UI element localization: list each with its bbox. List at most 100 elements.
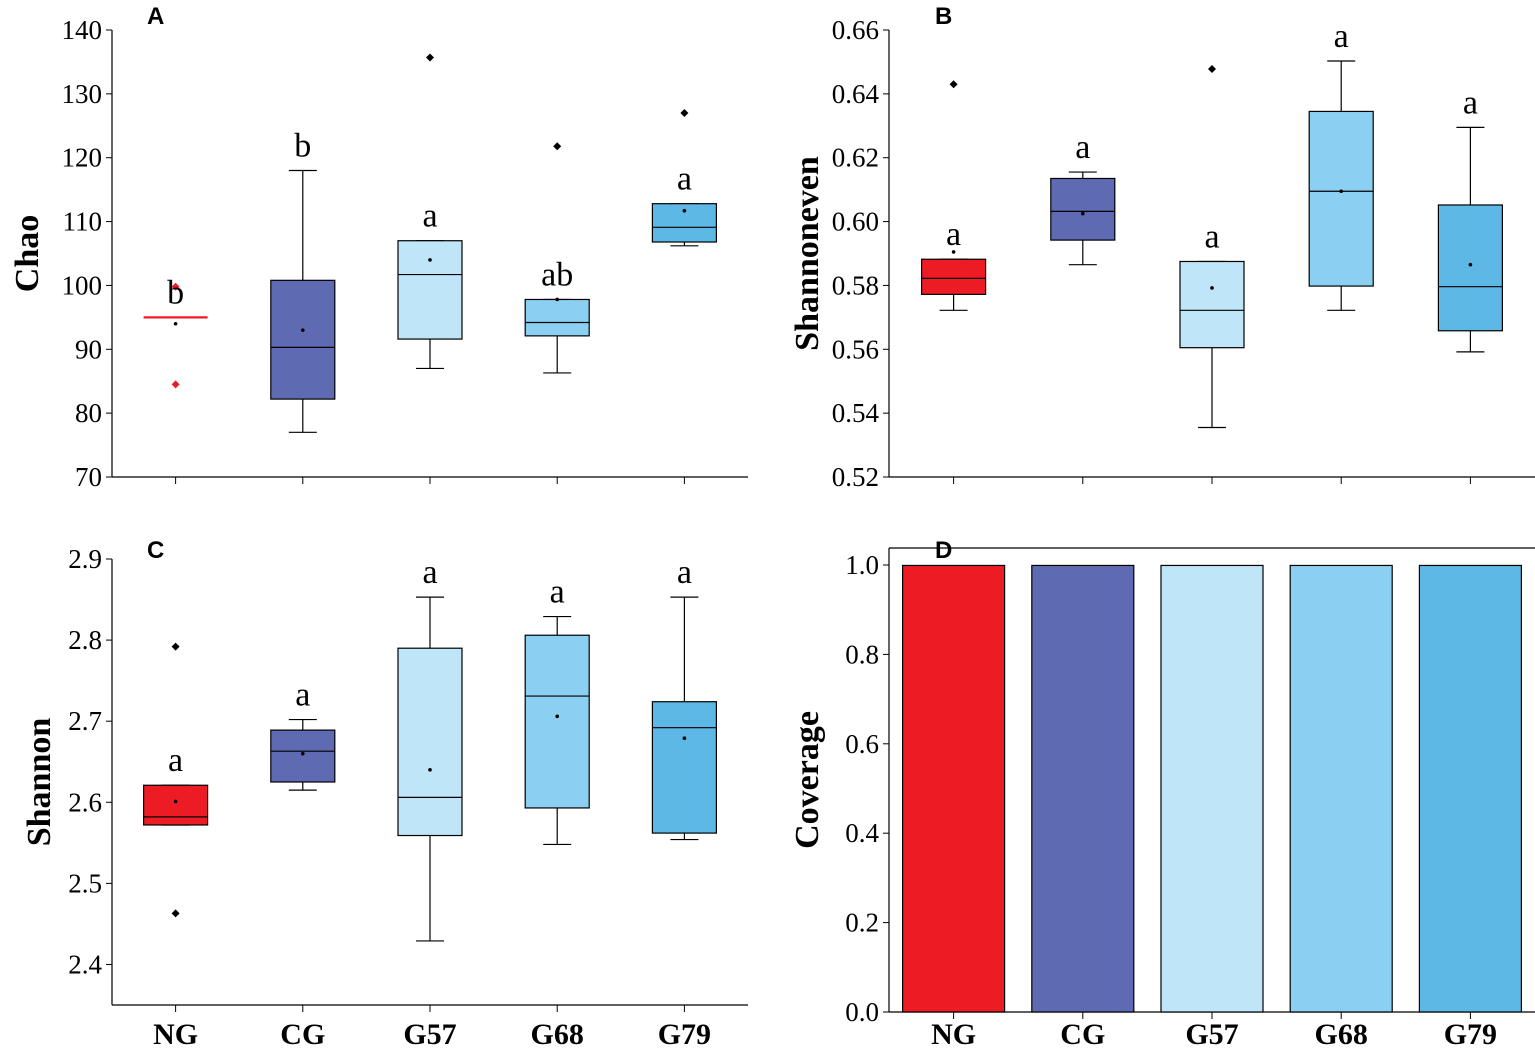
box-g57-body (397, 240, 463, 340)
box-g68-significance-letter: a (550, 574, 565, 611)
box-g68-mean (1339, 189, 1343, 194)
box-g57-mean (428, 768, 432, 772)
y-tick-label: 0.6 (845, 729, 879, 759)
box-cg-body (270, 279, 336, 400)
y-tick-label: 2.7 (68, 706, 102, 736)
y-tick-label: 0.58 (832, 270, 879, 300)
y-tick-label: 0.66 (832, 15, 879, 45)
y-tick-label: 140 (62, 15, 103, 45)
box-g68-body (524, 634, 590, 809)
panel-c-shannon: 2.4 2.5 2.6 2.7 2.8 2.9 NG CG G57 G68 G79 Shannon Ca… (21, 537, 748, 1049)
y-tick-label: 0.62 (832, 143, 879, 173)
y-tick-label: 0.56 (832, 334, 879, 364)
box-g57-mean (1210, 286, 1214, 290)
y-tick-label: 110 (63, 207, 103, 237)
box-ng-outlier (949, 80, 958, 89)
y-tick-label: 0.4 (845, 818, 879, 848)
y-tick-label: 100 (62, 270, 103, 300)
panel-label: B (935, 3, 952, 30)
box-cg-significance-letter: a (1075, 129, 1090, 166)
box-ng-outlier (171, 380, 180, 389)
y-axis-title: Shannon (21, 718, 58, 847)
box-cg-body (270, 729, 336, 783)
box-cg-significance-letter: a (295, 677, 310, 714)
box-g79-significance-letter: a (1463, 84, 1478, 121)
panel-b-shannoneven: 0.52 0.54 0.56 0.58 0.60 0.62 0.64 0.66 Shannone… (789, 3, 1535, 492)
x-tick-label-g68: G68 (1315, 1018, 1368, 1049)
panel-d-coverage: 0.0 0.2 0.4 0.6 0.8 1.0 NG CG G57 G68 G79 Coverage D (789, 537, 1535, 1049)
bar-g79 (1418, 564, 1523, 1013)
x-tick-label-g79: G79 (1444, 1018, 1497, 1049)
y-tick-label: 2.5 (68, 868, 102, 898)
y-tick-label: 0.0 (845, 997, 879, 1027)
box-cg-significance-letter: b (294, 127, 311, 164)
box-g57-mean (428, 258, 432, 262)
box-g57-body (397, 647, 463, 837)
y-tick-label: 2.6 (68, 787, 102, 817)
box-ng-significance-letter: a (168, 742, 183, 779)
y-tick-label: 0.2 (845, 908, 879, 938)
bar-g68 (1289, 564, 1393, 1013)
box-g79-outlier (680, 109, 689, 118)
box-g79-significance-letter: a (677, 554, 692, 591)
box-ng-outlier (171, 909, 180, 918)
y-tick-label: 80 (75, 398, 102, 428)
bar-g57 (1160, 564, 1264, 1013)
box-g57-significance-letter: a (422, 554, 437, 591)
box-ng-body (143, 784, 209, 826)
box-g68-mean (555, 297, 559, 302)
box-g57-significance-letter: a (1204, 218, 1219, 255)
box-ng-mean (173, 321, 178, 326)
box-ng-outlier (171, 282, 180, 291)
x-tick-label-ng: NG (153, 1018, 198, 1049)
bar-cg (1031, 564, 1135, 1013)
box-g57-outlier (1208, 64, 1216, 73)
box-g57-outlier (426, 53, 434, 62)
y-axis-title: Shannoneven (789, 156, 826, 351)
x-tick-label-g57: G57 (403, 1018, 456, 1049)
panel-label: D (935, 537, 952, 564)
box-ng-mean (173, 799, 178, 804)
box-g68-body (524, 298, 590, 337)
box-g57-significance-letter: a (422, 198, 437, 235)
y-tick-label: 90 (75, 334, 102, 364)
x-tick-label-cg: CG (280, 1018, 325, 1049)
panel-label: A (147, 3, 164, 30)
box-cg-body (1050, 177, 1116, 241)
y-tick-label: 0.60 (832, 207, 879, 237)
y-tick-label: 2.8 (68, 625, 102, 655)
box-g79-body (1437, 204, 1504, 332)
box-cg-mean (1081, 211, 1085, 216)
box-g68-body (1308, 110, 1374, 287)
y-tick-label: 130 (62, 79, 103, 109)
box-cg-mean (301, 328, 305, 332)
box-g79-mean (682, 736, 687, 741)
box-ng-significance-letter: b (167, 274, 184, 311)
y-tick-label: 0.54 (832, 398, 880, 428)
box-g68-mean (555, 714, 559, 719)
y-tick-label: 2.4 (68, 949, 102, 979)
box-g79-mean (1468, 262, 1473, 267)
box-g68-significance-letter: a (1334, 18, 1349, 55)
y-tick-label: 0.64 (832, 79, 880, 109)
y-axis-title: Chao (9, 215, 46, 292)
box-g57-body (1179, 260, 1245, 349)
y-tick-label: 0.52 (832, 462, 879, 492)
box-g68-outlier (553, 142, 562, 151)
y-tick-label: 0.8 (845, 639, 879, 669)
box-ng-significance-letter: a (946, 216, 961, 253)
x-tick-label-cg: CG (1060, 1018, 1105, 1049)
y-tick-label: 2.9 (68, 544, 102, 574)
x-tick-label-g57: G57 (1185, 1018, 1238, 1049)
bar-ng (901, 564, 1006, 1013)
y-tick-label: 120 (62, 143, 103, 173)
x-tick-label-g79: G79 (658, 1018, 711, 1049)
x-tick-label-ng: NG (931, 1018, 976, 1049)
panel-label: C (147, 537, 164, 564)
box-ng-mean (951, 250, 956, 254)
box-g68-significance-letter: ab (541, 256, 573, 293)
y-tick-label: 1.0 (845, 550, 879, 580)
panel-a-chao: 70 80 90 100 110 120 130 140 Chao Ab b a ab a (9, 3, 748, 492)
box-cg-mean (301, 751, 305, 756)
